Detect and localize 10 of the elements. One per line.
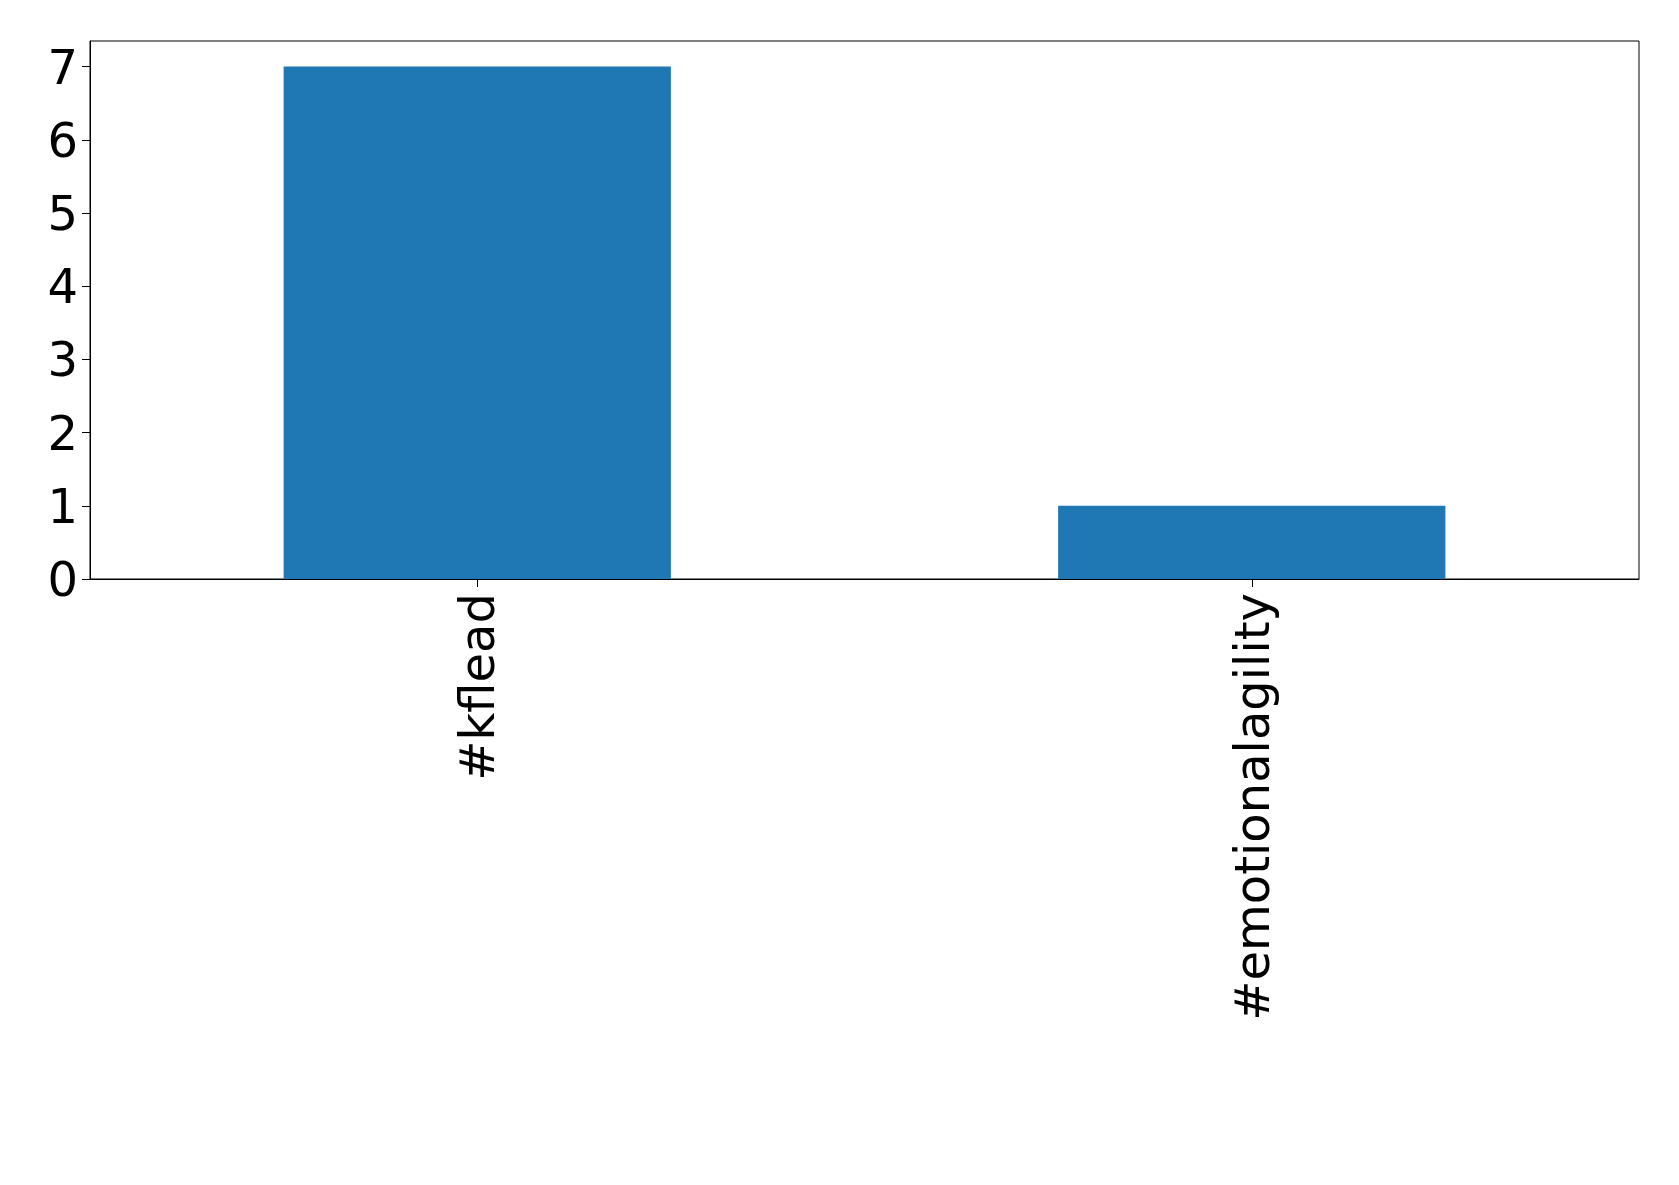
y-tick-label: 0: [47, 551, 78, 607]
y-tick-label: 2: [47, 404, 78, 461]
x-tick-label: #kflead: [449, 593, 506, 781]
y-tick-label: 6: [47, 111, 78, 168]
x-tick-label: #emotionalagility: [1223, 593, 1280, 1021]
y-tick-label: 5: [47, 185, 78, 242]
y-tick-label: 1: [47, 477, 78, 534]
y-tick-label: 7: [47, 38, 78, 95]
y-tick-label: 4: [47, 258, 78, 315]
y-tick-label: 3: [47, 331, 78, 388]
